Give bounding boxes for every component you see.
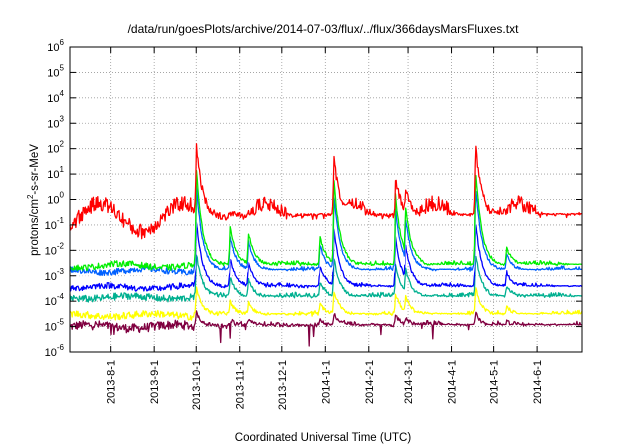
y-axis-label: protons/cm2-s-sr-MeV — [26, 144, 41, 256]
y-tick-base: 10 — [45, 347, 57, 359]
x-tick-label: 2013-12-1 — [277, 360, 289, 410]
x-tick-label: 2013-9-1 — [149, 360, 161, 404]
y-tick-label: 100 — [47, 191, 64, 207]
x-tick-label: 2013-10-1 — [191, 360, 203, 410]
y-tick-exponent: 5 — [60, 63, 65, 72]
y-tick-label: 10-3 — [45, 267, 65, 283]
y-tick-exponent: 6 — [60, 38, 65, 47]
series-line-1 — [69, 310, 583, 347]
chart-title: /data/run/goesPlots/archive/2014-07-03/f… — [128, 22, 520, 36]
series-line-7 — [69, 169, 583, 272]
y-tick-exponent: 4 — [60, 89, 65, 98]
y-tick-base: 10 — [47, 144, 59, 156]
y-tick-exponent: -4 — [57, 292, 65, 301]
y-tick-base: 10 — [45, 271, 57, 283]
x-tick-label: 2013-8-1 — [106, 360, 118, 404]
y-tick-exponent: 1 — [60, 165, 65, 174]
series-line-5 — [69, 209, 583, 280]
y-tick-label: 10-4 — [45, 292, 65, 308]
x-tick-label: 2013-11-1 — [235, 360, 247, 409]
y-axis-label-sup: 2 — [26, 194, 35, 199]
y-tick-exponent: -5 — [57, 318, 65, 327]
y-tick-label: 106 — [47, 38, 64, 54]
series-line-3 — [69, 254, 583, 303]
x-tick-label: 2014-6-1 — [532, 360, 544, 404]
y-tick-exponent: -6 — [57, 343, 65, 352]
y-tick-label: 102 — [47, 140, 64, 156]
y-tick-label: 10-1 — [45, 216, 65, 232]
series-line-6 — [69, 185, 583, 277]
y-tick-base: 10 — [45, 296, 57, 308]
y-tick-label: 105 — [47, 63, 64, 79]
y-tick-label: 10-2 — [45, 241, 65, 257]
y-tick-label: 10-6 — [45, 343, 65, 359]
y-tick-label: 103 — [47, 114, 64, 130]
y-axis-label-prefix: protons/cm — [29, 199, 41, 256]
y-tick-label: 104 — [47, 89, 64, 105]
series-line-4 — [69, 221, 583, 292]
y-tick-exponent: 2 — [60, 140, 65, 149]
y-tick-exponent: 3 — [60, 114, 65, 123]
y-axis: 10610510410310210110010-110-210-310-410-… — [45, 38, 582, 359]
y-tick-base: 10 — [45, 245, 57, 257]
y-tick-exponent: 0 — [60, 191, 65, 200]
y-tick-base: 10 — [45, 220, 57, 232]
y-tick-label: 101 — [47, 165, 64, 181]
y-tick-base: 10 — [47, 169, 59, 181]
y-tick-exponent: -2 — [57, 241, 65, 250]
x-axis: 2013-8-1 2013-9-1 2013-10-1 2013-11-1 2013-1… — [106, 47, 544, 410]
y-tick-base: 10 — [47, 42, 59, 54]
series-line-2 — [69, 286, 583, 321]
y-tick-base: 10 — [47, 118, 59, 130]
x-tick-label: 2014-5-1 — [489, 360, 501, 404]
x-tick-label: 2014-3-1 — [403, 360, 415, 404]
y-tick-base: 10 — [47, 67, 59, 79]
series-layer — [69, 143, 583, 347]
y-tick-label: 10-5 — [45, 318, 65, 334]
y-tick-base: 10 — [45, 322, 57, 334]
x-tick-label: 2014-2-1 — [364, 360, 376, 404]
y-tick-base: 10 — [47, 93, 59, 105]
series-line-8 — [69, 143, 583, 240]
x-axis-label: Coordinated Universal Time (UTC) — [235, 432, 412, 444]
y-tick-base: 10 — [47, 195, 59, 207]
y-axis-label-suffix: -s-sr-MeV — [29, 144, 41, 195]
x-tick-label: 2014-4-1 — [447, 360, 459, 404]
x-tick-label: 2014-1-1 — [320, 360, 332, 404]
y-tick-exponent: -1 — [57, 216, 65, 225]
grid — [70, 47, 582, 352]
y-tick-exponent: -3 — [57, 267, 65, 276]
